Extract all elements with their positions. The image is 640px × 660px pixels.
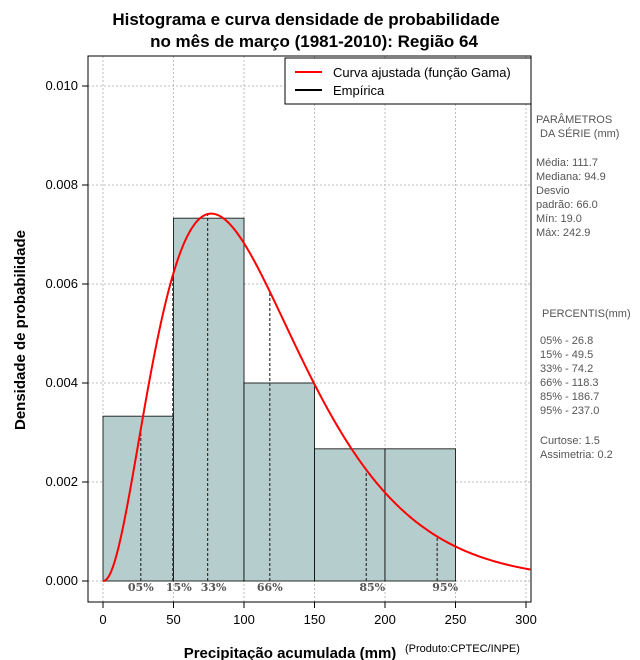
- x-tick-label-6: 300: [515, 612, 537, 627]
- y-tick-label-0: 0.000: [45, 573, 78, 588]
- x-axis: 0 50 100 150 200 250 300: [99, 602, 537, 627]
- param-min: Mín: 19.0: [536, 213, 582, 225]
- histogram-bar-3: [314, 448, 386, 582]
- y-tick-label-4: 0.008: [45, 177, 78, 192]
- x-tick-label-0: 0: [99, 612, 106, 627]
- chart-title-line1: Histograma e curva densidade de probabil…: [112, 10, 499, 29]
- params-title-2: DA SÉRIE (mm): [540, 127, 619, 140]
- plot-frame: [87, 55, 532, 603]
- param-desvio: Desvio: [536, 185, 570, 197]
- histogram-bar-1: [173, 217, 245, 582]
- gamma-curve: [102, 212, 531, 582]
- percentile-label-66%: 66%: [257, 581, 283, 594]
- x-tick-label-2: 100: [233, 612, 255, 627]
- x-axis-label: Precipitação acumulada (mm): [184, 645, 397, 660]
- x-tick-label-3: 150: [304, 612, 326, 627]
- x-tick-label-5: 250: [445, 612, 467, 627]
- param-max: Máx: 242.9: [536, 227, 590, 239]
- percentile-label-95%: 95%: [432, 581, 458, 594]
- x-tick-label-1: 50: [166, 612, 180, 627]
- legend-entry-empirical: Empírica: [333, 83, 385, 98]
- credit-text: (Produto:CPTEC/INPE): [405, 643, 520, 655]
- percentil-15: 15% - 49.5: [540, 349, 593, 361]
- percentis-title: PERCENTIS(mm): [542, 308, 631, 320]
- legend-entry-curve: Curva ajustada (função Gama): [333, 65, 511, 80]
- percentil-85: 85% - 186.7: [540, 391, 599, 403]
- y-axis-label: Densidade de probabilidade: [12, 230, 29, 430]
- param-media: Média: 111.7: [536, 157, 598, 169]
- y-tick-label-2: 0.004: [45, 375, 78, 390]
- legend: Curva ajustada (função Gama) Empírica: [284, 57, 532, 105]
- curtose-value: Curtose: 1.5: [540, 435, 600, 447]
- percentile-label-05%: 05%: [128, 581, 154, 594]
- percentil-95: 95% - 237.0: [540, 405, 599, 417]
- histogram-bars: [102, 217, 456, 582]
- percentil-05: 05% - 26.8: [540, 335, 593, 347]
- percentile-label-33%: 33%: [201, 581, 227, 594]
- y-tick-label-5: 0.010: [45, 78, 78, 93]
- chart-title-line2: no mês de março (1981-2010): Região 64: [150, 32, 478, 51]
- percentile-label-85%: 85%: [359, 581, 385, 594]
- params-title-1: PARÂMETROS: [536, 113, 612, 126]
- param-mediana: Mediana: 94.9: [536, 171, 606, 183]
- assimetria-value: Assimetria: 0.2: [540, 449, 613, 461]
- y-axis: 0.000 0.002 0.004 0.006 0.008 0.010: [45, 78, 88, 588]
- histogram-bar-4: [384, 448, 456, 582]
- y-tick-label-3: 0.006: [45, 276, 78, 291]
- percentile-lines: 05% 15% 33% 66% 85% 95%: [128, 214, 459, 594]
- y-tick-label-1: 0.002: [45, 474, 78, 489]
- legend-box: [284, 57, 532, 105]
- x-tick-label-4: 200: [374, 612, 396, 627]
- param-padrao: padrão: 66.0: [536, 199, 598, 211]
- percentile-label-15%: 15%: [166, 581, 192, 594]
- percentil-66: 66% - 118.3: [540, 377, 599, 389]
- percentil-33: 33% - 74.2: [540, 363, 593, 375]
- series-parameters-panel: PARÂMETROS DA SÉRIE (mm) Média: 111.7 Me…: [536, 113, 631, 461]
- histogram-bar-2: [243, 382, 315, 582]
